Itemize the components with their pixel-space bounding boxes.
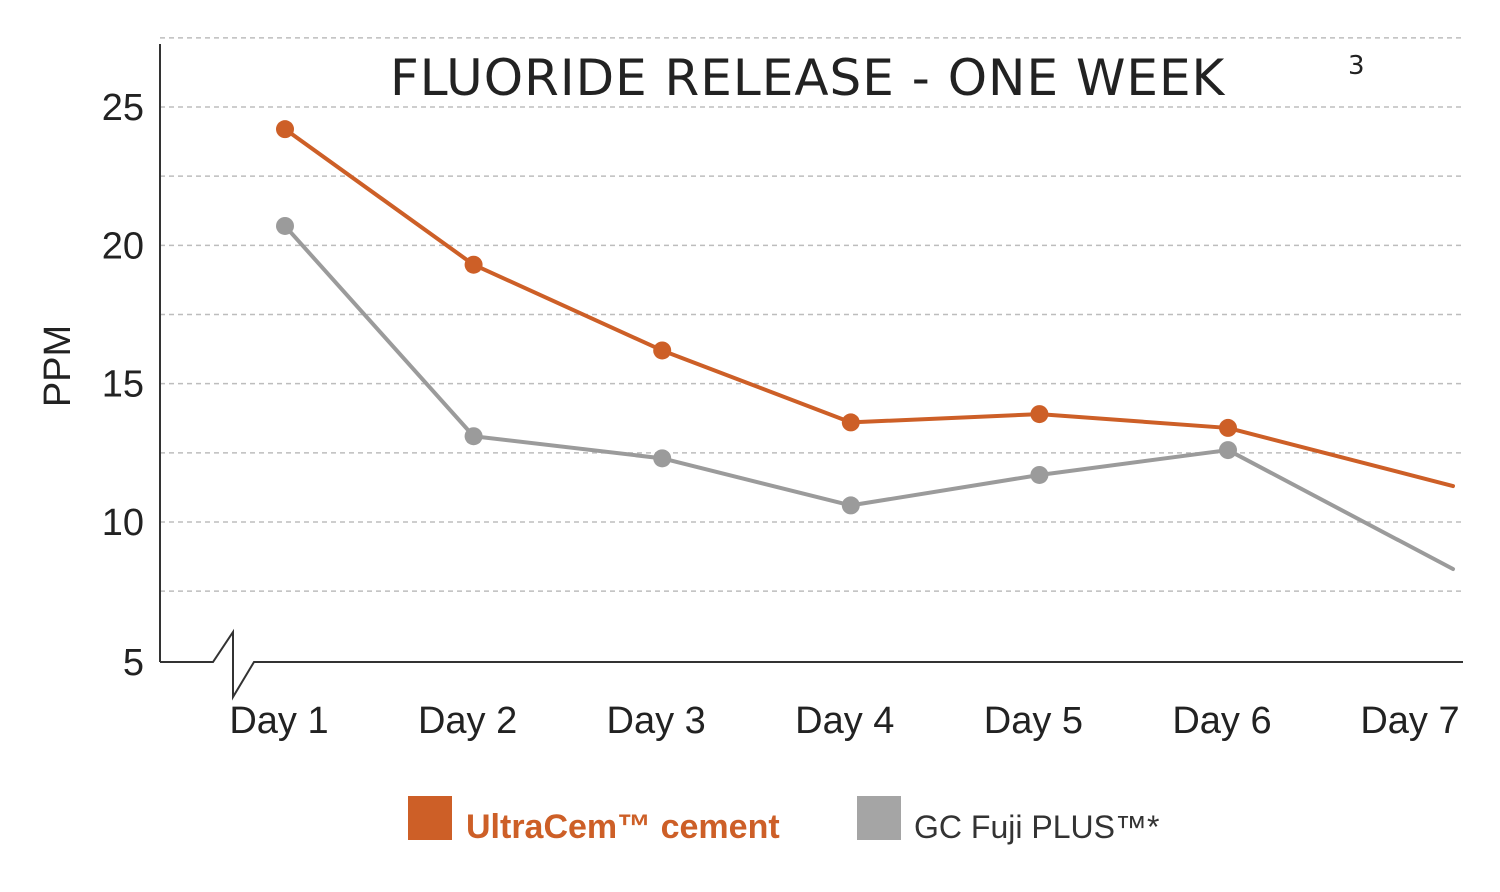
series-1: [276, 216, 1455, 572]
data-point: [464, 255, 483, 274]
data-point: [1219, 441, 1237, 460]
legend-label-gc-fuji: GC Fuji PLUS™*: [914, 809, 1159, 845]
y-axis-label: PPM: [37, 325, 79, 407]
legend-swatch-ultracem: [408, 796, 452, 840]
legend: UltraCem™ cement GC Fuji PLUS™*: [408, 796, 1159, 846]
x-tick-label: Day 7: [1360, 700, 1459, 742]
y-tick-label: 25: [102, 87, 144, 129]
data-point: [464, 427, 483, 446]
series-0: [276, 120, 1455, 489]
data-point: [841, 413, 860, 432]
data-point: [1030, 405, 1049, 424]
x-axis-line: [160, 628, 1463, 701]
x-tick-label: Day 5: [984, 700, 1083, 742]
data-point: [1030, 465, 1049, 484]
x-tick-label: Day 4: [795, 700, 894, 742]
y-tick-label: 10: [102, 502, 144, 544]
x-tick-label: Day 2: [418, 700, 517, 742]
data-point: [276, 120, 294, 139]
x-tick-label: Day 3: [607, 700, 706, 742]
gridlines: [160, 37, 1463, 592]
y-tick-label: 5: [123, 642, 144, 684]
series: [276, 120, 1455, 572]
series-line: [283, 127, 1455, 489]
legend-item-ultracem: UltraCem™ cement: [408, 796, 780, 846]
data-point: [653, 449, 672, 468]
chart-title: FLUORIDE RELEASE - ONE WEEK: [390, 49, 1226, 107]
x-tick-labels: Day 1 Day 2 Day 3 Day 4 Day 5 Day 6 Day 7: [229, 700, 1459, 742]
legend-item-gc-fuji: GC Fuji PLUS™*: [857, 796, 1159, 845]
y-tick-label: 20: [102, 225, 144, 267]
x-tick-label: Day 6: [1172, 700, 1271, 742]
data-point: [1219, 418, 1237, 437]
legend-swatch-gc-fuji: [857, 796, 901, 840]
data-point: [653, 341, 672, 360]
y-tick-labels: 5 10 15 20 25: [102, 87, 144, 684]
series-line: [283, 223, 1455, 572]
y-tick-label: 15: [102, 364, 144, 406]
data-point: [276, 216, 294, 235]
data-point: [841, 496, 860, 515]
x-tick-label: Day 1: [229, 700, 328, 742]
chart-title-superscript: 3: [1348, 51, 1365, 81]
legend-label-ultracem: UltraCem™ cement: [466, 808, 780, 846]
axes: [159, 44, 1463, 701]
